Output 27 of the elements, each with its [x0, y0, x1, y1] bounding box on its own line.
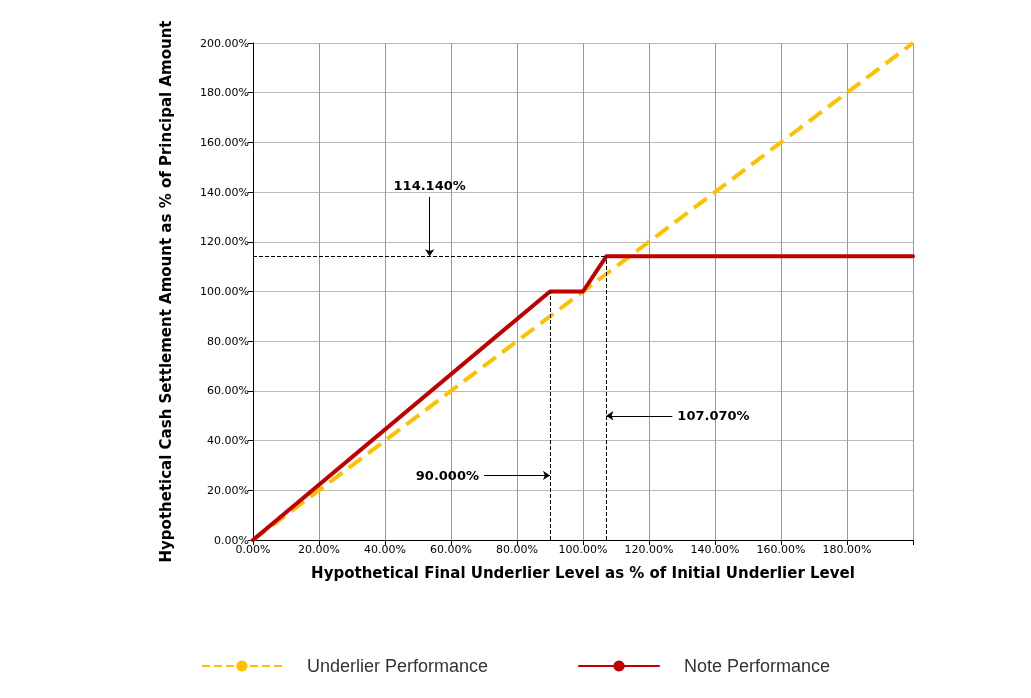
x-tick-label: 180.00% [822, 543, 872, 556]
legend-label: Note Performance [684, 656, 831, 676]
x-tick-label: 0.00% [235, 543, 271, 556]
x-tick-label: 120.00% [624, 543, 674, 556]
y-axis-title: Hypothetical Cash Settlement Amount as % of Principal Amount [156, 20, 175, 563]
x-tick-label: 100.00% [558, 543, 608, 556]
y-tick-label: 20.00% [207, 483, 249, 497]
x-tick-label: 80.00% [496, 543, 538, 556]
y-tick-label: 120.00% [200, 235, 249, 249]
y-tick-label: 180.00% [200, 86, 249, 100]
x-axis-title: Hypothetical Final Underlier Level as % of Initial Underlier Level [311, 563, 855, 582]
x-tick-label: 40.00% [364, 543, 406, 556]
ref-line-label: 90.000% [415, 467, 479, 483]
ref-line-label: 114.140% [393, 177, 466, 193]
x-tick-label: 60.00% [430, 543, 472, 556]
x-tick-label: 20.00% [298, 543, 340, 556]
x-tick-label: 140.00% [690, 543, 740, 556]
x-tick-label: 160.00% [756, 543, 806, 556]
ref-line-label: 107.070% [677, 408, 750, 424]
legend-label: Underlier Performance [306, 656, 489, 676]
y-tick-label: 140.00% [200, 185, 249, 199]
y-tick-label: 100.00% [200, 285, 249, 298]
y-tick-label: 60.00% [207, 384, 249, 398]
y-tick-label: 200.00% [200, 36, 249, 50]
y-tick-label: 40.00% [207, 434, 249, 448]
y-tick-label: 80.00% [207, 334, 249, 348]
y-tick-label: 160.00% [200, 135, 249, 149]
